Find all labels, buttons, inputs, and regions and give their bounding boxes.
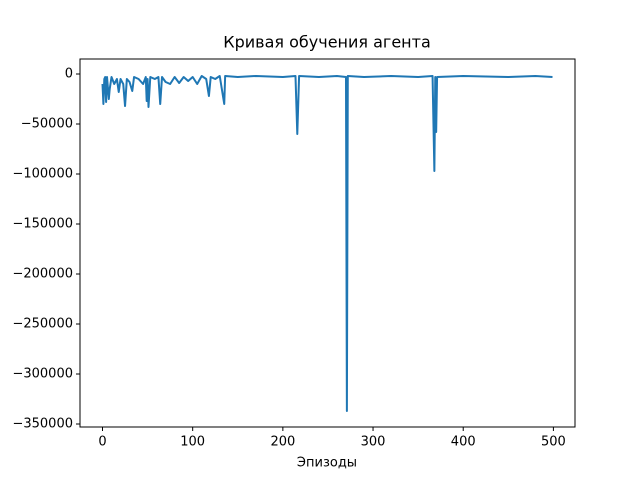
- y-tick-label: −350000: [12, 417, 73, 432]
- line: [101, 75, 553, 412]
- x-tick-label: 500: [541, 435, 566, 450]
- x-tick-label: 400: [451, 435, 476, 450]
- x-tick-label: 300: [361, 435, 386, 450]
- x-tick-label: 0: [98, 435, 106, 450]
- y-tick-label: −150000: [12, 217, 73, 232]
- y-tick-label: −300000: [12, 367, 73, 382]
- chart-title: Кривая обучения агента: [223, 33, 431, 52]
- y-tick-label: −200000: [12, 267, 73, 282]
- x-tick-label: 100: [180, 435, 205, 450]
- y-tick-label: −250000: [12, 317, 73, 332]
- y-tick-label: −50000: [21, 117, 73, 132]
- plot-frame: [79, 58, 576, 428]
- y-tick-label: 0: [65, 67, 73, 82]
- y-tick-label: −100000: [12, 167, 73, 182]
- x-tick-label: 200: [270, 435, 295, 450]
- x-axis-label: Эпизоды: [297, 456, 357, 471]
